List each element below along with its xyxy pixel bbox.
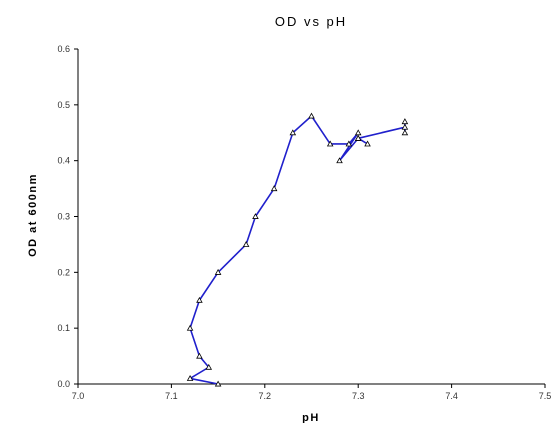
- data-point: [354, 129, 362, 136]
- data-point: [186, 324, 194, 331]
- y-tick-label: 0.0: [57, 379, 70, 389]
- y-tick-label: 0.2: [57, 267, 70, 277]
- data-point: [401, 118, 409, 125]
- data-point: [214, 268, 222, 275]
- data-point: [186, 374, 194, 381]
- y-tick-label: 0.6: [57, 44, 70, 54]
- x-tick-label: 7.2: [259, 391, 272, 401]
- y-axis-label: OD at 600nm: [27, 173, 39, 257]
- x-tick-label: 7.3: [352, 391, 365, 401]
- x-axis-ticks: 7.0 7.1 7.2 7.3 7.4 7.5: [72, 384, 552, 401]
- data-point: [242, 240, 250, 247]
- y-tick-label: 0.1: [57, 323, 70, 333]
- data-point: [308, 112, 315, 119]
- x-axis-label: pH: [302, 412, 320, 423]
- data-point: [364, 140, 371, 147]
- data-point: [196, 296, 203, 303]
- data-point: [401, 129, 409, 136]
- series-line: [189, 115, 406, 385]
- y-tick-label: 0.4: [57, 156, 70, 166]
- data-point: [401, 123, 409, 130]
- y-tick-label: 0.5: [57, 100, 70, 110]
- data-point: [270, 185, 278, 192]
- data-markers: [186, 112, 409, 387]
- x-tick-label: 7.1: [165, 391, 178, 401]
- data-point: [336, 157, 343, 164]
- data-point: [252, 213, 259, 219]
- data-point: [289, 129, 297, 136]
- data-point: [326, 140, 334, 147]
- y-tick-label: 0.3: [57, 212, 70, 222]
- data-point: [205, 363, 213, 370]
- x-tick-label: 7.0: [72, 391, 85, 401]
- x-tick-label: 7.4: [445, 391, 458, 401]
- x-tick-label: 7.5: [539, 391, 552, 401]
- chart-title: OD vs pH: [275, 14, 347, 29]
- data-point: [354, 134, 362, 141]
- data-point: [196, 352, 203, 359]
- data-point: [214, 380, 222, 387]
- data-point: [345, 140, 353, 147]
- y-axis-ticks: 0.0 0.1 0.2 0.3 0.4 0.5 0.6: [57, 44, 78, 389]
